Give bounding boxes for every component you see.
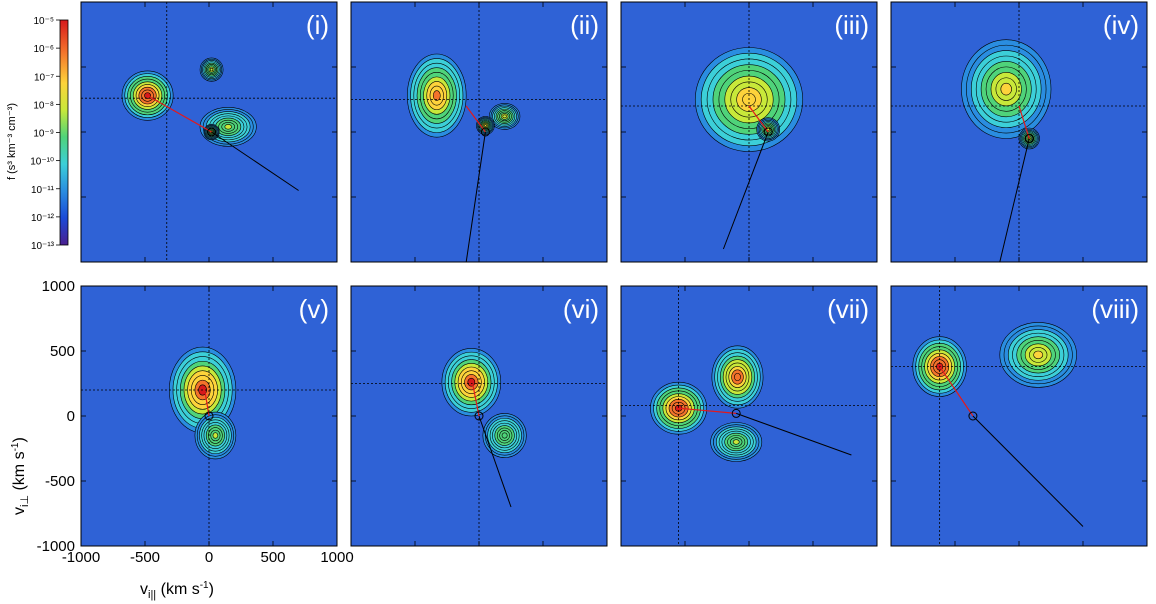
contour-level (732, 439, 740, 445)
colorbar-tick-label: 10⁻¹² (31, 213, 55, 224)
contour-level (1000, 82, 1012, 96)
reference-point (207, 127, 217, 137)
contour-level (224, 124, 232, 130)
panel-contours (81, 286, 337, 546)
colorbar-tick-label: 10⁻¹⁰ (30, 157, 54, 168)
reference-line-black (736, 412, 852, 456)
panel-background (891, 286, 1147, 546)
colorbar-tick-label: 10⁻¹³ (31, 241, 55, 252)
panel-label: (viii) (1091, 294, 1139, 324)
colorbar-tick-label: 10⁻⁶ (33, 44, 54, 55)
y-tick-label: -1000 (37, 538, 75, 555)
colorbar-tick-label: 10⁻⁹ (33, 129, 54, 140)
panel-label: (vi) (563, 294, 599, 324)
x-tick-label: 1000 (320, 549, 353, 566)
colorbar (59, 19, 69, 246)
reference-line-black (999, 138, 1030, 262)
x-tick-label: -500 (130, 549, 160, 566)
reference-line-red (147, 95, 212, 133)
panel-1: (i) (80, 1, 338, 263)
contour-level (432, 90, 441, 101)
y-tick-label: -500 (45, 473, 75, 490)
reference-point (1024, 134, 1034, 143)
contour-level (209, 67, 214, 72)
panel-contours (891, 286, 1147, 546)
panels-group: (i) (ii) (iii) (iv)(v) (vi) (vii) (viii)-1000-… (37, 1, 1148, 566)
reference-line-red (472, 383, 480, 417)
x-tick-label: 0 (205, 549, 213, 566)
colorbar-tick-label: 10⁻⁷ (34, 72, 54, 83)
colorbar-tick-label: 10⁻⁵ (33, 16, 54, 27)
reference-point (731, 408, 741, 418)
x-tick-label: 500 (260, 549, 285, 566)
reference-point (474, 411, 484, 421)
y-tick-label: 1000 (42, 278, 75, 295)
reference-point (204, 411, 214, 421)
panel-label: (ii) (570, 10, 599, 40)
colorbar-tick-label: 10⁻⁸ (33, 100, 54, 111)
panel-label: (vii) (827, 294, 869, 324)
panel-label: (iii) (834, 10, 869, 40)
panel-label: (iv) (1103, 10, 1139, 40)
x-tick-label: -1000 (62, 549, 100, 566)
y-tick-label: 500 (50, 343, 75, 360)
panel-contours (351, 286, 607, 546)
panel-contours (621, 286, 877, 546)
contour-level (501, 432, 508, 439)
reference-line-red (678, 407, 737, 414)
panel-3: (iii) (620, 1, 878, 263)
reference-point (968, 411, 978, 421)
panel-7: (vii) (620, 285, 878, 547)
panel-contours (621, 2, 877, 262)
reference-point (480, 127, 490, 137)
reference-line-red (1018, 105, 1030, 139)
panel-5: (v) (80, 285, 338, 547)
contour-level (734, 372, 741, 382)
panel-label: (v) (299, 294, 329, 324)
reference-line-black (478, 415, 512, 508)
x-axis-label: vi|| (km s-1) (140, 580, 214, 601)
colorbar-label: f (s³ km⁻³ cm⁻³) (6, 103, 18, 180)
contour-level (467, 377, 476, 387)
y-tick-label: 0 (67, 408, 75, 425)
reference-line-black (972, 415, 1084, 527)
colorbar-ticks: 10⁻⁵ 10⁻⁶ 10⁻⁷ 10⁻⁸ 10⁻⁹ 10⁻¹⁰ 10⁻¹¹ 10⁻¹² 10⁻¹³ (30, 16, 60, 252)
contour-level (484, 124, 487, 127)
contour-level (502, 114, 507, 119)
contour-level (1033, 350, 1044, 360)
reference-point (763, 127, 773, 137)
reference-line-red (939, 366, 974, 417)
panel-2: (ii) (350, 1, 608, 263)
reference-line-red (748, 105, 769, 133)
panel-contours (891, 2, 1147, 262)
reference-line-black (465, 131, 486, 262)
panel-label: (i) (306, 10, 329, 40)
panel-contours (351, 2, 607, 262)
reference-line-black (211, 131, 299, 191)
panel-4: (iv) (890, 1, 1148, 263)
panel-contours (81, 2, 337, 262)
reference-line-red (465, 105, 486, 133)
contour-level (212, 432, 219, 439)
y-axis-label: vi⊥ (km s-1) (10, 437, 31, 515)
panel-6: (vi) (350, 285, 608, 547)
panel-8: (viii) (890, 285, 1148, 547)
colorbar-tick-label: 10⁻¹¹ (31, 185, 55, 196)
reference-line-black (722, 131, 769, 250)
